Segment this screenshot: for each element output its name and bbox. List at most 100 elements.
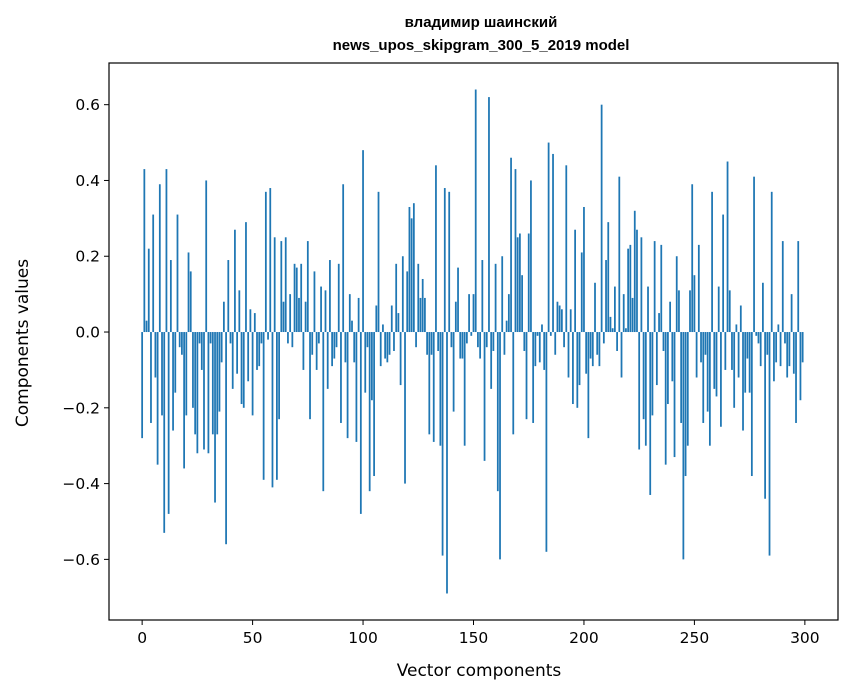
bar bbox=[574, 229, 576, 333]
bar bbox=[346, 332, 349, 439]
bar bbox=[717, 286, 720, 333]
bar bbox=[194, 332, 197, 435]
x-tick-label: 300 bbox=[790, 629, 820, 647]
bar bbox=[706, 332, 709, 412]
bar bbox=[775, 332, 778, 363]
bar bbox=[280, 241, 283, 333]
y-tick-label: −0.4 bbox=[62, 475, 100, 493]
bar bbox=[448, 191, 451, 333]
bar bbox=[362, 150, 364, 333]
bar bbox=[737, 332, 740, 378]
bar bbox=[636, 229, 638, 333]
bar bbox=[185, 332, 188, 416]
bar bbox=[324, 290, 327, 333]
bar bbox=[697, 244, 700, 333]
bar bbox=[147, 248, 150, 333]
bar bbox=[426, 332, 428, 355]
bar bbox=[594, 282, 596, 333]
bar bbox=[439, 332, 442, 446]
bar bbox=[203, 332, 205, 450]
bar bbox=[671, 332, 674, 382]
bar bbox=[554, 332, 557, 355]
x-tick-label: 200 bbox=[569, 629, 599, 647]
y-tick-label: −0.6 bbox=[62, 551, 100, 569]
bar bbox=[523, 332, 526, 351]
bar bbox=[618, 176, 621, 333]
bar bbox=[569, 309, 572, 333]
bar bbox=[616, 332, 618, 351]
bar bbox=[693, 275, 696, 333]
bar bbox=[479, 332, 482, 359]
bar bbox=[744, 332, 747, 393]
bar bbox=[499, 332, 501, 560]
bar bbox=[726, 161, 729, 333]
bar bbox=[792, 332, 795, 374]
bar bbox=[282, 301, 285, 333]
bar bbox=[145, 320, 148, 333]
bar bbox=[649, 332, 652, 495]
x-axis-label: Vector components bbox=[397, 661, 562, 681]
bar bbox=[200, 332, 203, 370]
bar bbox=[600, 104, 603, 333]
bar bbox=[457, 267, 459, 333]
bar bbox=[236, 332, 239, 374]
bar bbox=[295, 267, 298, 333]
bar bbox=[315, 332, 318, 370]
bar bbox=[607, 222, 610, 333]
bar bbox=[234, 229, 236, 333]
bar bbox=[351, 320, 353, 333]
bar bbox=[622, 294, 625, 333]
bar bbox=[633, 210, 636, 333]
bar bbox=[454, 301, 457, 333]
bar bbox=[746, 332, 749, 359]
bar bbox=[415, 332, 417, 348]
bar bbox=[446, 332, 448, 594]
bar bbox=[229, 332, 232, 344]
bar bbox=[485, 332, 488, 348]
bar bbox=[578, 332, 581, 386]
bar bbox=[461, 332, 464, 359]
bar bbox=[731, 332, 733, 370]
bar bbox=[165, 169, 168, 333]
bar bbox=[474, 89, 477, 333]
bar bbox=[536, 332, 539, 336]
bar bbox=[247, 332, 250, 382]
bar bbox=[583, 206, 585, 333]
bar bbox=[779, 332, 782, 367]
bar bbox=[441, 332, 444, 556]
bar bbox=[488, 97, 490, 333]
bar bbox=[770, 191, 773, 333]
bar bbox=[178, 332, 181, 348]
chart-subtitle: news_upos_skipgram_300_5_2019 model bbox=[333, 37, 630, 54]
bar bbox=[715, 332, 718, 397]
bar bbox=[629, 244, 632, 333]
bar bbox=[386, 332, 389, 363]
bar bbox=[382, 324, 384, 333]
bar bbox=[393, 332, 395, 351]
bar bbox=[678, 290, 680, 333]
bar bbox=[640, 237, 643, 333]
bar bbox=[406, 271, 409, 333]
bar bbox=[329, 260, 331, 333]
bar bbox=[353, 332, 356, 363]
bar bbox=[558, 305, 561, 333]
bar bbox=[689, 290, 691, 333]
bar bbox=[614, 286, 616, 333]
bar bbox=[781, 241, 784, 333]
bar bbox=[245, 222, 247, 333]
bar bbox=[167, 332, 170, 514]
bar bbox=[412, 203, 415, 333]
bar bbox=[154, 332, 157, 378]
bar bbox=[424, 297, 426, 333]
bar bbox=[764, 332, 766, 499]
y-tick-label: 0.6 bbox=[75, 96, 100, 114]
bar bbox=[417, 263, 420, 333]
bar bbox=[304, 301, 307, 333]
bar bbox=[317, 332, 320, 344]
bar bbox=[496, 332, 499, 492]
bar bbox=[271, 332, 274, 488]
bar bbox=[598, 332, 601, 367]
bar bbox=[452, 332, 455, 412]
bar bbox=[273, 237, 276, 333]
bar bbox=[264, 191, 267, 333]
